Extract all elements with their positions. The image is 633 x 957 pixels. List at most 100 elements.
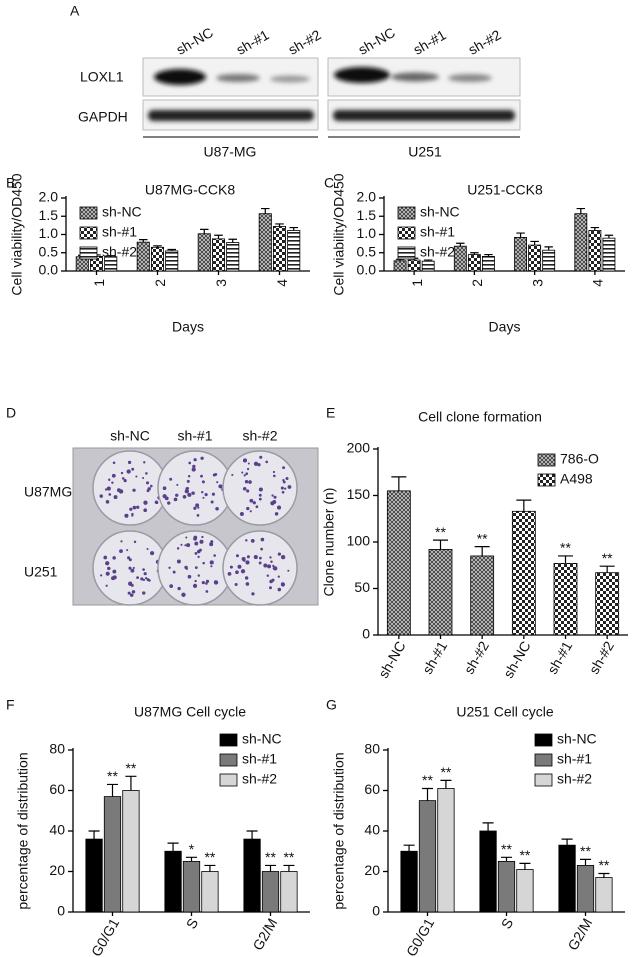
error-bar bbox=[289, 226, 299, 231]
y-tick-label: 2.0 bbox=[357, 189, 377, 205]
colony-dot bbox=[284, 487, 287, 490]
bar bbox=[211, 238, 226, 272]
error-bar bbox=[519, 862, 531, 870]
error-bar bbox=[125, 775, 137, 791]
y-tick-label: 0.5 bbox=[39, 243, 59, 259]
colony-dot bbox=[263, 563, 268, 568]
bar bbox=[182, 860, 201, 913]
y-tick-label: 60 bbox=[49, 781, 65, 797]
x-tick-label: S bbox=[498, 915, 517, 931]
error-bar bbox=[500, 856, 513, 862]
bar bbox=[243, 838, 261, 913]
colony-dot bbox=[111, 481, 114, 484]
colony-dot bbox=[285, 476, 289, 480]
bar bbox=[558, 844, 576, 913]
significance: * bbox=[189, 841, 195, 857]
legend-label: sh-#1 bbox=[557, 751, 592, 767]
legend-label: sh-#2 bbox=[102, 244, 137, 260]
colony-dot bbox=[106, 486, 111, 491]
colony-dot bbox=[169, 477, 173, 481]
colony-dot bbox=[193, 535, 198, 540]
colony-dot bbox=[143, 500, 148, 505]
significance: ** bbox=[477, 530, 488, 546]
colony-dot bbox=[280, 486, 284, 490]
error-bar bbox=[599, 565, 615, 573]
colony-dot bbox=[105, 561, 110, 566]
colony-dot bbox=[200, 474, 203, 478]
bar bbox=[595, 877, 613, 913]
colony-dot bbox=[253, 555, 258, 560]
colony-dot bbox=[136, 576, 139, 580]
x-tick-label: 1 bbox=[409, 279, 425, 287]
error-bar bbox=[421, 787, 434, 801]
legend-label: sh-NC bbox=[557, 731, 597, 747]
panel-letter: E bbox=[326, 405, 335, 421]
error-bar bbox=[214, 234, 223, 239]
error-bar bbox=[264, 864, 277, 872]
colony-dot bbox=[164, 496, 169, 501]
bar bbox=[542, 249, 556, 272]
error-bar bbox=[167, 248, 177, 251]
colony-dot bbox=[267, 564, 272, 569]
legend-label: sh-#2 bbox=[420, 244, 455, 260]
colony-dot bbox=[107, 566, 111, 571]
colony-dot bbox=[235, 554, 239, 558]
x-tick-label: G0/G1 bbox=[403, 915, 438, 957]
colony-dot bbox=[149, 484, 153, 488]
significance: ** bbox=[107, 768, 118, 784]
x-tick-label: G2/M bbox=[249, 915, 280, 953]
blot-row-label: GAPDH bbox=[78, 109, 128, 125]
bar bbox=[136, 241, 150, 272]
colony-dot bbox=[105, 571, 110, 576]
bar bbox=[272, 226, 287, 272]
legend-label: sh-NC bbox=[242, 731, 282, 747]
colony-dot bbox=[258, 561, 262, 565]
significance: ** bbox=[422, 772, 433, 788]
colony-dot bbox=[282, 479, 285, 482]
colony-dot bbox=[193, 458, 197, 462]
legend-label: sh-#2 bbox=[242, 771, 277, 787]
colony-dot bbox=[200, 456, 204, 460]
legend-label: 786-O bbox=[560, 451, 599, 467]
lane-label: sh-#1 bbox=[233, 26, 272, 57]
colony-dot bbox=[143, 461, 146, 464]
colony-dot bbox=[100, 574, 103, 577]
bar bbox=[165, 250, 179, 272]
colony-dot bbox=[128, 558, 132, 562]
error-bar bbox=[246, 830, 258, 840]
colony-dot bbox=[273, 566, 278, 571]
dishes bbox=[92, 450, 298, 606]
y-tick-label: 0 bbox=[57, 903, 65, 919]
colony-dot bbox=[247, 462, 250, 465]
legend-swatch bbox=[534, 773, 553, 787]
chart-title: U87MG Cell cycle bbox=[134, 704, 246, 720]
significance: ** bbox=[501, 841, 512, 857]
legend-label: sh-#1 bbox=[420, 224, 455, 240]
colony-dot bbox=[246, 506, 250, 511]
colony-dot bbox=[213, 554, 216, 557]
colony-dot bbox=[273, 495, 277, 499]
colony-dot bbox=[182, 495, 187, 499]
error-bar bbox=[576, 207, 586, 214]
colony-dot bbox=[229, 565, 233, 569]
colony-dot bbox=[258, 493, 262, 497]
colony-dot bbox=[270, 560, 273, 563]
x-tick-label: 2 bbox=[152, 279, 168, 287]
colony-dot bbox=[242, 458, 248, 463]
colony-dot bbox=[234, 583, 238, 587]
y-tick-label: 50 bbox=[354, 579, 370, 595]
y-tick-label: 150 bbox=[347, 486, 371, 502]
x-tick-label: G2/M bbox=[564, 915, 595, 953]
colony-dot bbox=[272, 470, 276, 474]
error-bar bbox=[482, 822, 494, 831]
colony-dot bbox=[197, 574, 200, 577]
legend-swatch bbox=[79, 246, 98, 260]
colony-dot bbox=[210, 500, 214, 504]
y-tick-label: 40 bbox=[49, 822, 65, 838]
colony-dot bbox=[260, 547, 263, 551]
colony-dot bbox=[281, 490, 285, 494]
error-bar bbox=[403, 844, 415, 852]
legend-swatch bbox=[397, 246, 416, 260]
colony-dot bbox=[126, 469, 131, 474]
